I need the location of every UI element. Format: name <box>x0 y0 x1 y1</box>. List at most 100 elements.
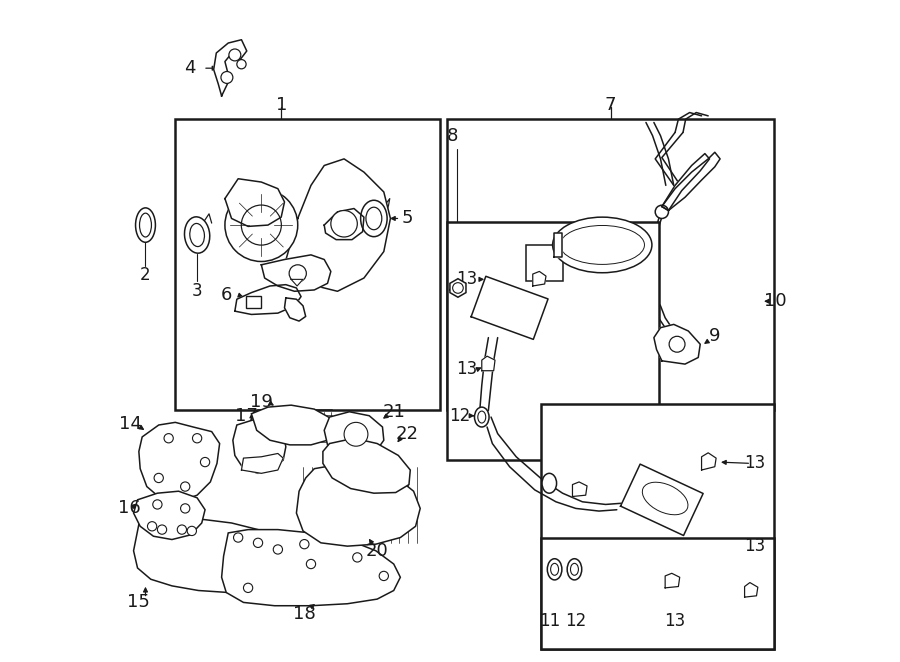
Polygon shape <box>554 233 562 257</box>
Ellipse shape <box>571 563 579 575</box>
Ellipse shape <box>553 217 652 273</box>
Text: 16: 16 <box>118 499 140 518</box>
Polygon shape <box>662 154 709 211</box>
Polygon shape <box>662 152 720 211</box>
Text: 21: 21 <box>382 402 405 421</box>
Polygon shape <box>296 463 420 546</box>
Ellipse shape <box>366 207 382 230</box>
Circle shape <box>453 283 464 293</box>
Polygon shape <box>233 418 286 473</box>
Text: 20: 20 <box>365 542 389 560</box>
Text: 19: 19 <box>250 393 273 412</box>
Text: 2: 2 <box>140 265 151 284</box>
Polygon shape <box>133 518 329 592</box>
Polygon shape <box>225 179 284 226</box>
Text: 22: 22 <box>395 424 419 443</box>
Text: 12: 12 <box>449 406 471 425</box>
Circle shape <box>187 526 196 536</box>
Circle shape <box>164 434 174 443</box>
Polygon shape <box>241 453 284 473</box>
Text: 13: 13 <box>456 360 477 379</box>
Ellipse shape <box>551 563 559 575</box>
Polygon shape <box>284 298 306 321</box>
Text: 10: 10 <box>764 292 787 310</box>
Circle shape <box>353 553 362 562</box>
Text: 3: 3 <box>192 282 202 301</box>
Ellipse shape <box>542 473 556 493</box>
Text: 7: 7 <box>605 95 617 114</box>
Circle shape <box>344 422 368 446</box>
Polygon shape <box>284 159 391 291</box>
Circle shape <box>225 189 298 261</box>
Ellipse shape <box>478 411 486 423</box>
Circle shape <box>241 205 282 245</box>
Circle shape <box>244 583 253 592</box>
Circle shape <box>158 525 166 534</box>
Circle shape <box>306 559 316 569</box>
Text: 13: 13 <box>456 270 478 289</box>
Circle shape <box>154 473 164 483</box>
Circle shape <box>201 457 210 467</box>
Polygon shape <box>139 422 220 502</box>
Circle shape <box>289 265 306 282</box>
Polygon shape <box>533 271 546 286</box>
Text: 14: 14 <box>120 414 142 433</box>
Circle shape <box>193 434 202 443</box>
Polygon shape <box>133 491 205 540</box>
Polygon shape <box>471 276 548 340</box>
Polygon shape <box>450 279 466 297</box>
Circle shape <box>233 533 243 542</box>
Polygon shape <box>482 356 495 371</box>
Bar <box>526 245 562 281</box>
Polygon shape <box>235 285 301 314</box>
Polygon shape <box>654 324 700 364</box>
Circle shape <box>274 545 283 554</box>
Polygon shape <box>665 573 680 588</box>
Ellipse shape <box>184 217 210 253</box>
Polygon shape <box>221 530 400 606</box>
Bar <box>542 538 774 649</box>
Polygon shape <box>324 412 383 458</box>
Polygon shape <box>291 279 303 286</box>
Circle shape <box>153 500 162 509</box>
Ellipse shape <box>190 224 204 246</box>
Ellipse shape <box>643 482 688 515</box>
Polygon shape <box>572 482 587 496</box>
Text: 8: 8 <box>446 126 458 145</box>
Text: 13: 13 <box>664 612 686 630</box>
Polygon shape <box>702 453 716 470</box>
Text: 13: 13 <box>744 454 765 473</box>
Text: 13: 13 <box>744 537 765 555</box>
Ellipse shape <box>136 208 156 242</box>
Circle shape <box>181 482 190 491</box>
Ellipse shape <box>140 213 151 237</box>
Bar <box>542 404 774 649</box>
Ellipse shape <box>567 559 581 580</box>
Polygon shape <box>450 283 458 293</box>
Polygon shape <box>261 255 331 291</box>
Circle shape <box>177 525 186 534</box>
Circle shape <box>300 540 309 549</box>
Text: 15: 15 <box>128 593 150 612</box>
Polygon shape <box>251 405 334 445</box>
Polygon shape <box>744 583 758 597</box>
Ellipse shape <box>474 407 489 427</box>
Text: 9: 9 <box>709 327 721 346</box>
Ellipse shape <box>547 559 562 580</box>
Polygon shape <box>213 40 247 96</box>
Circle shape <box>254 538 263 547</box>
Text: 4: 4 <box>184 59 195 77</box>
Polygon shape <box>323 438 410 493</box>
Circle shape <box>220 71 233 83</box>
Text: 5: 5 <box>401 209 413 228</box>
Circle shape <box>229 49 241 61</box>
Ellipse shape <box>560 226 644 264</box>
Text: 6: 6 <box>220 285 232 304</box>
Text: 18: 18 <box>293 605 316 624</box>
Circle shape <box>379 571 389 581</box>
Polygon shape <box>324 209 364 240</box>
Circle shape <box>237 60 246 69</box>
Text: 11: 11 <box>539 612 560 630</box>
Polygon shape <box>620 464 703 536</box>
Text: 12: 12 <box>565 612 587 630</box>
